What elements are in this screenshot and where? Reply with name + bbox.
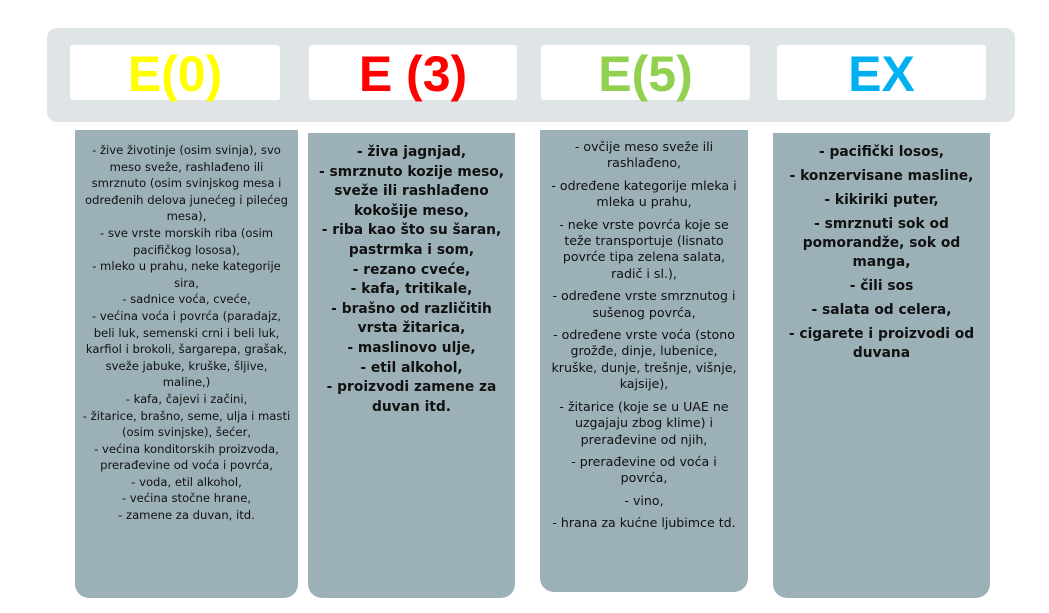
header-e5: E(5) — [541, 45, 750, 102]
list-item: - kikiriki puter, — [824, 192, 939, 208]
list-item: - voda, etil alkohol, — [131, 474, 242, 489]
list-item: - ovčije meso sveže ili rashlađeno, — [574, 139, 714, 171]
list-item: - žive životinje (osim svinja), svo meso… — [85, 143, 288, 224]
list-item: - određene kategorije mleka i mleka u pr… — [551, 177, 737, 210]
list-item: - sadnice voća, cveće, — [122, 292, 251, 307]
list-item: - većina konditorskih proizvoda, prerađe… — [94, 441, 279, 473]
list-item: - proizvodi zamene za duvan itd. — [326, 379, 497, 415]
list-item: - kafa, tritikale, — [350, 281, 473, 298]
list-item: - pacifički losos, — [818, 144, 945, 160]
column-e3-list: - živa jagnjad, - smrznuto kozije meso, s… — [308, 133, 515, 598]
list-item: - zamene za duvan, itd. — [118, 508, 255, 523]
list-item: - etil alkohol, — [360, 359, 463, 376]
list-item: - većina stočne hrane, — [121, 491, 252, 506]
column-ex-list: - pacifički losos, - konzervisane masline… — [773, 133, 990, 598]
list-item: - brašno od različitih vrsta žitarica, — [331, 300, 492, 337]
header-ex: EX — [777, 45, 986, 102]
header-e0: E(0) — [70, 45, 280, 102]
list-item: - većina voća i povrća (paradajz, beli l… — [85, 308, 288, 390]
list-item: - mleko u prahu, neke kategorije sira, — [92, 259, 281, 290]
list-item: - smrznuto kozije meso, sveže ili rashla… — [318, 163, 505, 219]
list-item: - žitarice (koje se u UAE ne uzgajaju zb… — [559, 398, 729, 447]
header-e3: E (3) — [309, 45, 517, 102]
list-item: - čili sos — [849, 278, 914, 294]
list-item: - žitarice, brašno, seme, ulja i masti (… — [82, 408, 291, 440]
list-item: - određene vrste smrznutog i sušenog pov… — [552, 288, 736, 320]
list-item: - rezano cveće, — [352, 261, 471, 278]
list-item: - hrana za kućne ljubimce td. — [552, 515, 736, 531]
list-item: - sve vrste morskih riba (osim pacifičko… — [99, 225, 274, 257]
column-e5-list: - ovčije meso sveže ili rashlađeno, - odr… — [540, 130, 748, 592]
list-item: - riba kao što su šaran, pastrmka i som, — [321, 222, 502, 258]
column-e0-list: - žive životinje (osim svinja), svo meso… — [75, 130, 298, 598]
list-item: - salata od celera, — [811, 302, 952, 318]
list-item: - kafa, čajevi i začini, — [125, 391, 248, 406]
list-item: - cigarete i proizvodi od duvana — [788, 326, 975, 361]
list-item: - smrznuti sok od pomorandže, sok od man… — [802, 216, 961, 270]
list-item: - određene vrste voća (stono grožđe, din… — [551, 327, 737, 392]
list-item: - živa jagnjad, — [356, 144, 467, 160]
list-item: - vino, — [624, 492, 664, 508]
list-item: - neke vrste povrća koje se teže transpo… — [559, 216, 729, 281]
list-item: - prerađevine od voća i povrća, — [571, 453, 717, 486]
list-item: - maslinovo ulje, — [347, 339, 476, 356]
list-item: - konzervisane masline, — [789, 168, 974, 184]
